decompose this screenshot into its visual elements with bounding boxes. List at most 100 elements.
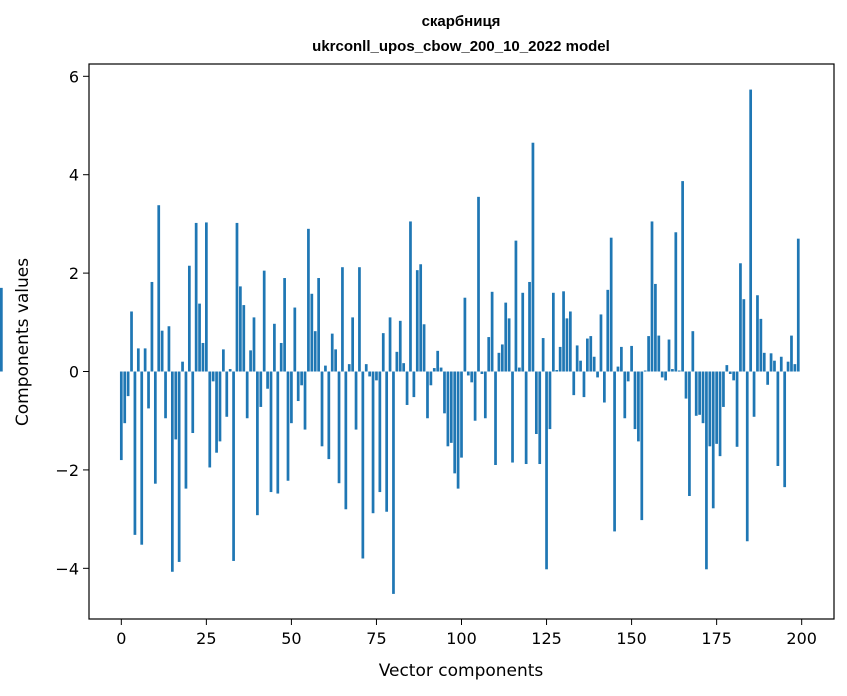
- bar: [378, 371, 382, 493]
- chart-subtitle: ukrconll_upos_cbow_200_10_2022 model: [312, 38, 610, 55]
- bar: [432, 368, 436, 372]
- bar: [324, 365, 327, 372]
- bar: [307, 228, 310, 372]
- bar: [409, 221, 412, 372]
- bar: [310, 293, 314, 372]
- bar: [133, 371, 137, 535]
- bar: [344, 371, 348, 510]
- bar: [147, 371, 150, 409]
- bar: [205, 222, 208, 372]
- bar: [551, 292, 555, 372]
- bar: [684, 371, 688, 399]
- bar: [398, 320, 402, 372]
- bar: [725, 365, 729, 372]
- bar: [630, 345, 633, 372]
- bar: [521, 292, 525, 372]
- bar: [480, 371, 484, 374]
- bar: [575, 345, 579, 372]
- bar: [412, 371, 416, 398]
- bar: [528, 281, 531, 372]
- bar: [500, 344, 504, 372]
- bar: [167, 326, 171, 372]
- bar: [443, 371, 446, 414]
- plot-frame: [88, 63, 835, 620]
- bar: [405, 371, 409, 405]
- bar: [402, 363, 406, 372]
- bar: [762, 352, 766, 372]
- bar: [337, 371, 341, 484]
- bar: [422, 324, 426, 372]
- bar: [239, 286, 242, 372]
- bar: [796, 238, 800, 372]
- bar: [439, 367, 443, 372]
- bar: [375, 371, 378, 381]
- bar: [483, 371, 487, 419]
- bar: [262, 270, 266, 372]
- bar: [222, 349, 225, 372]
- bar: [279, 342, 283, 372]
- bar: [245, 371, 249, 419]
- bar: [783, 371, 787, 488]
- bar: [531, 142, 535, 372]
- bar: [436, 350, 440, 372]
- bar: [548, 371, 552, 430]
- bar: [269, 371, 273, 493]
- bar: [786, 361, 790, 372]
- bar: [779, 356, 783, 372]
- bar: [249, 350, 252, 372]
- bar: [371, 371, 375, 514]
- bar: [126, 371, 130, 397]
- bar: [242, 305, 246, 372]
- bar: [276, 371, 280, 494]
- bar: [160, 330, 164, 372]
- bar: [582, 371, 586, 398]
- bar: [626, 371, 630, 382]
- bar: [119, 371, 123, 461]
- bar: [732, 371, 736, 381]
- bar: [756, 295, 759, 372]
- bar: [177, 371, 181, 562]
- bar: [256, 371, 259, 516]
- bar: [698, 371, 701, 415]
- bar: [511, 371, 514, 463]
- bar: [589, 336, 593, 372]
- x-tick-label: 100: [446, 629, 477, 648]
- bar: [228, 369, 232, 372]
- bar: [599, 314, 603, 372]
- bar: [364, 364, 368, 372]
- bar: [334, 349, 337, 372]
- bar: [766, 371, 770, 385]
- bar: [351, 317, 355, 372]
- bar: [225, 371, 229, 417]
- bar: [187, 265, 191, 372]
- bar: [446, 371, 450, 447]
- bar: [640, 371, 644, 521]
- bar: [524, 371, 528, 465]
- bar: [194, 222, 198, 372]
- bars-group: [0, 89, 800, 594]
- bar: [290, 371, 293, 424]
- x-tick-label: 25: [196, 629, 216, 648]
- bar: [466, 371, 470, 376]
- bar: [487, 337, 491, 372]
- bar: [463, 297, 467, 372]
- y-tick-label: 0: [69, 363, 79, 382]
- bar: [208, 371, 212, 468]
- bar: [650, 221, 654, 372]
- bar: [303, 371, 307, 430]
- bar: [596, 371, 599, 378]
- bar: [507, 318, 511, 372]
- bar: [664, 371, 667, 381]
- bar: [637, 371, 640, 442]
- bar: [603, 371, 606, 403]
- y-axis-ticks: −4 −2 0 2 4 6: [55, 67, 89, 578]
- bar: [361, 371, 365, 559]
- x-tick-label: 125: [531, 629, 562, 648]
- bar: [790, 335, 793, 372]
- bar: [470, 371, 474, 383]
- bar: [667, 339, 671, 372]
- y-tick-label: 6: [69, 67, 79, 86]
- bar: [773, 360, 776, 372]
- bar: [296, 371, 300, 402]
